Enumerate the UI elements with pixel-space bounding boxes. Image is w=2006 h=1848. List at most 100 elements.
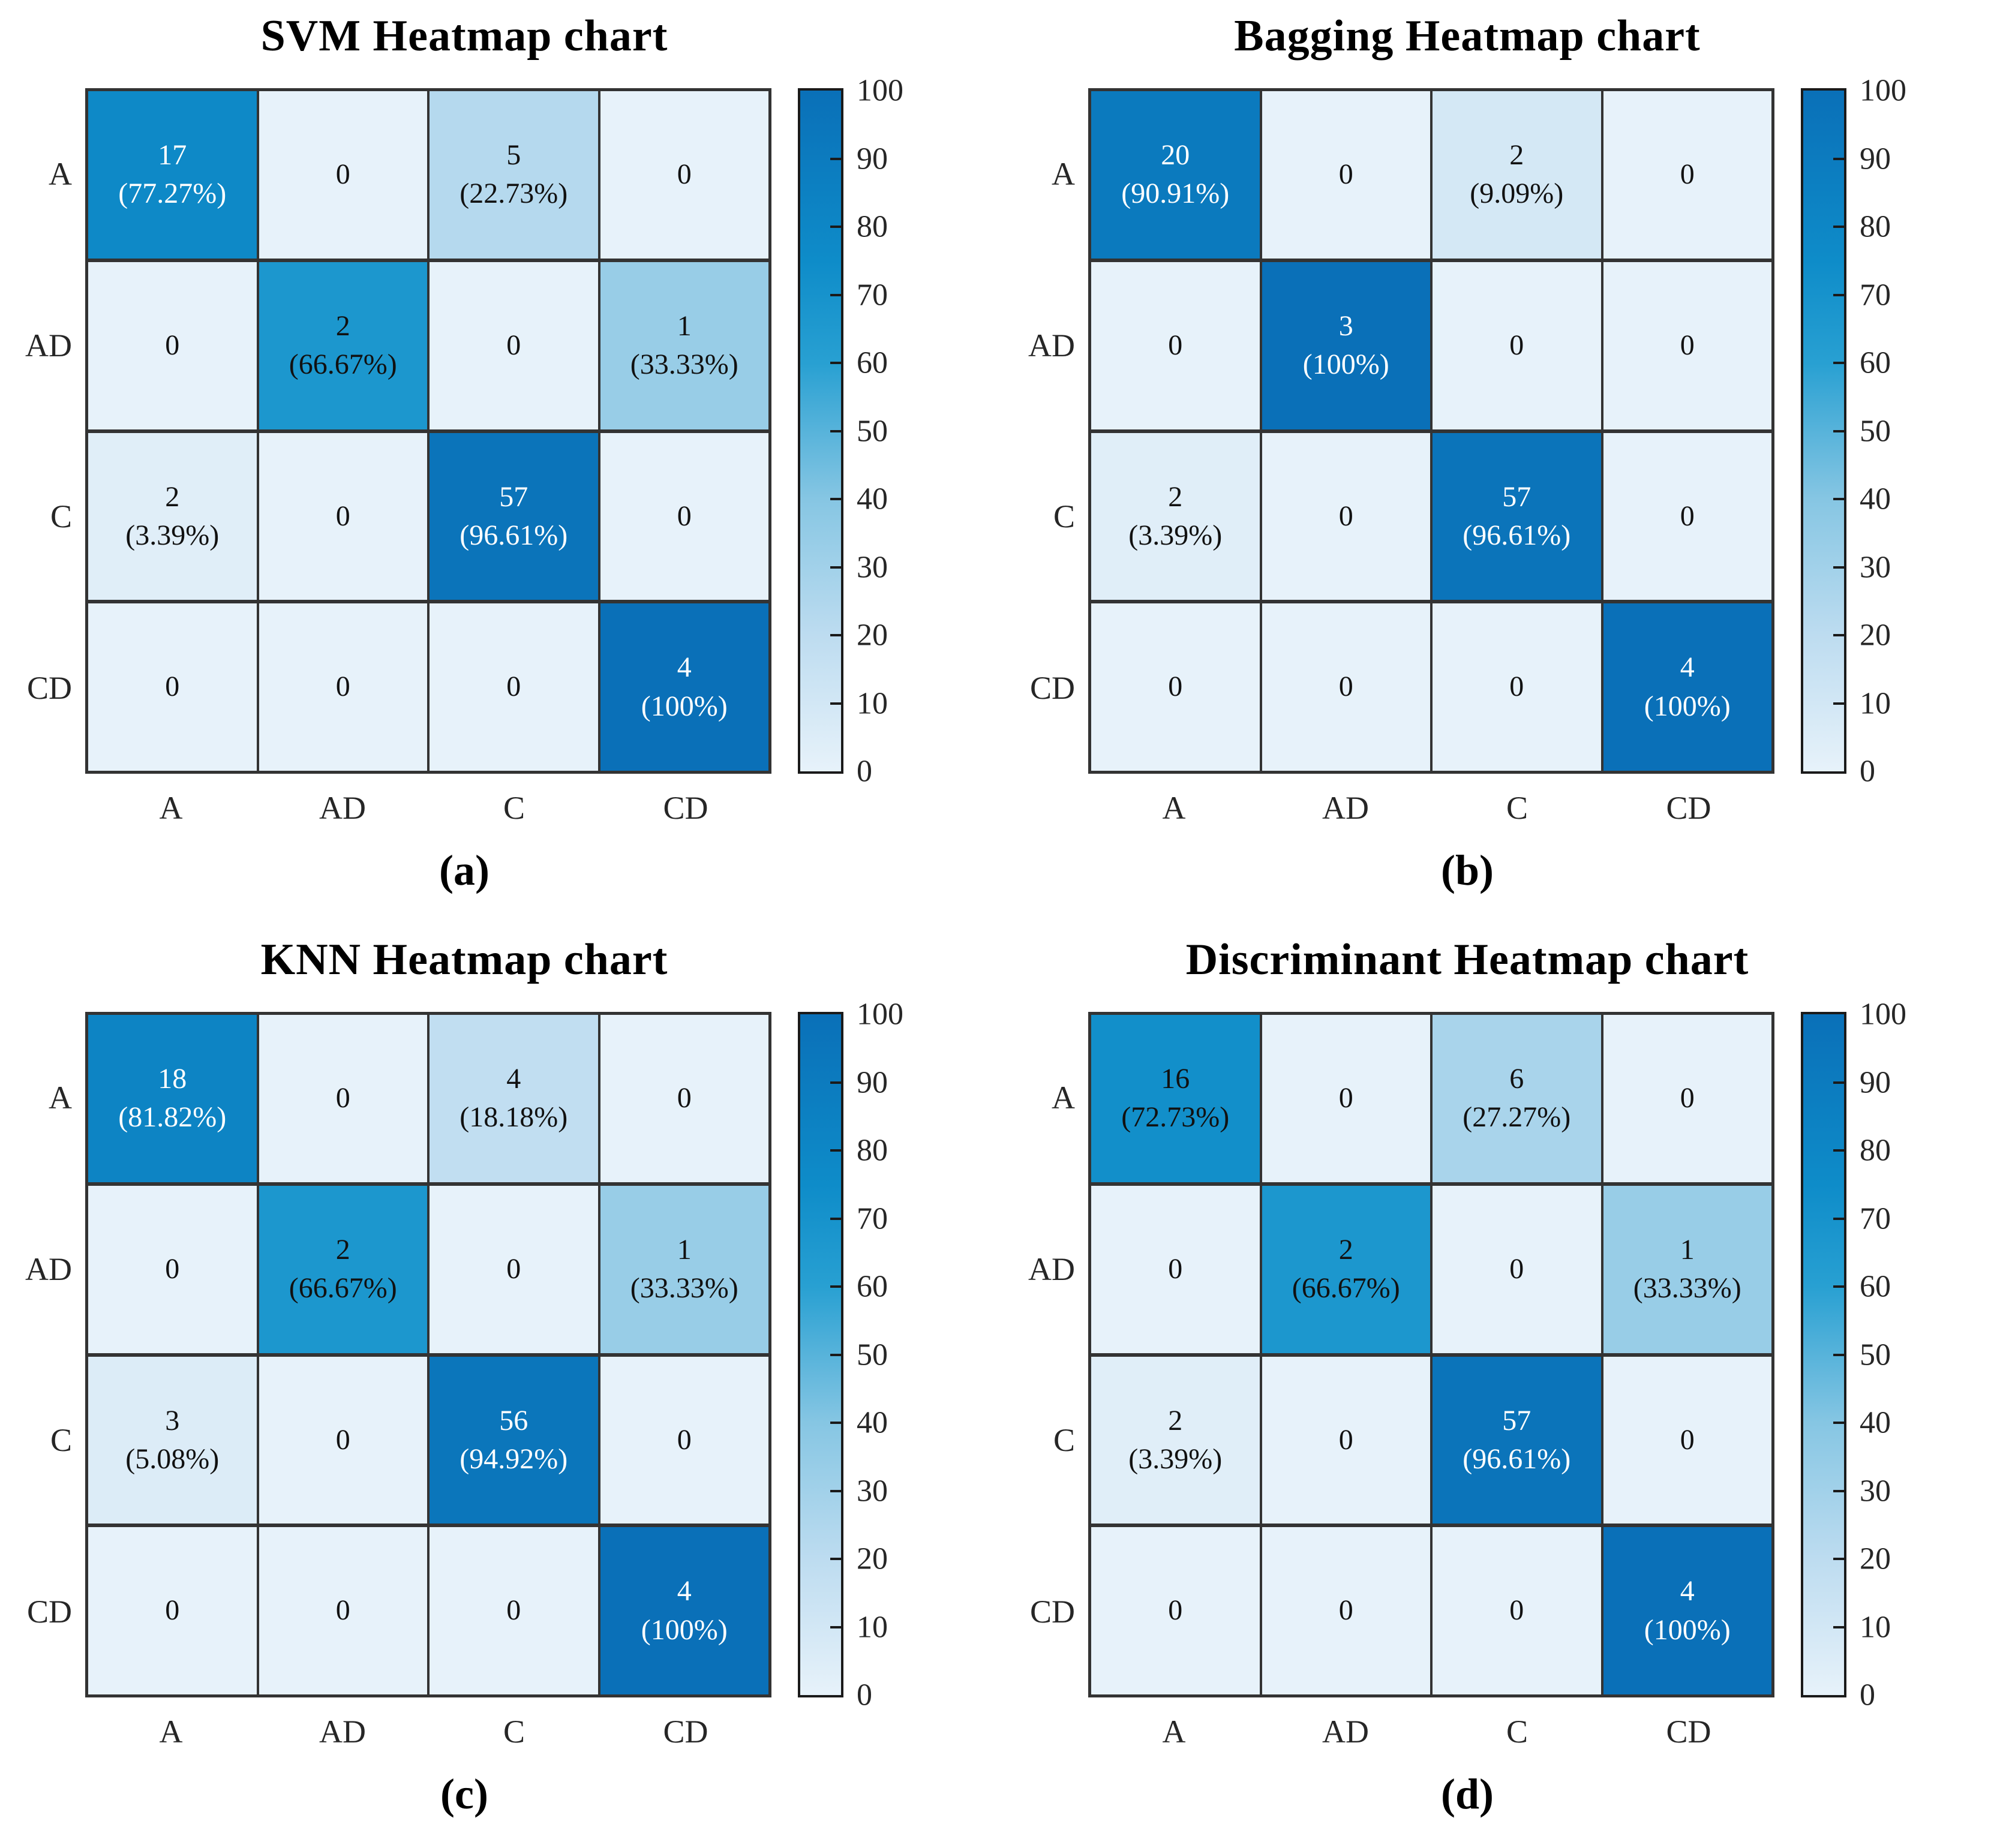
cell-percent: (3.39%) <box>1128 519 1223 551</box>
cell-count: 4 <box>1680 651 1695 684</box>
heatmap-cell: 20 (90.91%) <box>1091 91 1260 259</box>
x-axis-labels: A AD C CD <box>85 1713 771 1750</box>
cell-count: 0 <box>506 1594 521 1627</box>
cell-count: 0 <box>335 1594 350 1627</box>
heatmap-cell: 57 (96.61%) <box>430 432 598 600</box>
cell-count: 57 <box>1502 1404 1531 1437</box>
cell-percent: (66.67%) <box>289 1272 397 1305</box>
colorbar-tick-label: 0 <box>857 1678 872 1712</box>
heatmap-cell: 17 (77.27%) <box>88 91 257 259</box>
cell-percent: (66.67%) <box>1292 1272 1400 1305</box>
colorbar-tick-label: 100 <box>1860 997 1906 1032</box>
cell-percent: (96.61%) <box>460 519 568 551</box>
colorbar-tick-label: 0 <box>1860 754 1875 789</box>
chart-title: Bagging Heatmap chart <box>1234 11 1701 61</box>
cell-count: 0 <box>1509 671 1524 703</box>
cell-count: 2 <box>1168 480 1183 513</box>
colorbar-tick <box>830 634 841 636</box>
cell-count: 0 <box>335 671 350 703</box>
cell-percent: (90.91%) <box>1121 178 1230 210</box>
cell-count: 2 <box>1338 1233 1353 1266</box>
heatmap-cell: 18 (81.82%) <box>88 1015 257 1182</box>
heatmap-cell: 1 (33.33%) <box>600 1185 768 1353</box>
y-axis-label: C <box>1053 1422 1075 1459</box>
heatmap-cell: 57 (96.61%) <box>1433 1356 1601 1524</box>
cell-count: 1 <box>677 309 692 342</box>
colorbar-tick-label: 80 <box>1860 1133 1891 1168</box>
heatmap-cell: 0 <box>430 1185 598 1353</box>
colorbar-tick-label: 0 <box>1860 1678 1875 1712</box>
heatmap-cell: 0 <box>1433 603 1601 771</box>
colorbar-tick-label: 30 <box>857 1474 888 1508</box>
colorbar-tick <box>830 362 841 364</box>
cell-percent: (100%) <box>1302 348 1389 381</box>
cell-count: 4 <box>677 1575 692 1607</box>
cell-percent: (33.33%) <box>1633 1272 1741 1305</box>
heatmap-cell: 0 <box>1262 603 1430 771</box>
cell-percent: (72.73%) <box>1121 1101 1230 1134</box>
colorbar-tick <box>1833 157 1844 160</box>
heatmap-cell: 0 <box>1603 91 1771 259</box>
x-axis-labels: A AD C CD <box>85 789 771 827</box>
cell-count: 2 <box>1509 139 1524 172</box>
heatmap-cell: 2 (66.67%) <box>1262 1185 1430 1353</box>
heatmap-cell: 16 (72.73%) <box>1091 1015 1260 1182</box>
colorbar-tick <box>830 1625 841 1628</box>
cell-count: 0 <box>1680 158 1695 191</box>
heatmap-panel: SVM Heatmap chart A AD C CD 17 (77.27%) 0 5 (22… <box>0 0 1003 924</box>
x-axis-label: CD <box>663 790 708 826</box>
colorbar-tick <box>1833 1558 1844 1560</box>
colorbar-tick <box>830 1285 841 1288</box>
colorbar-tick-label: 20 <box>1860 618 1891 653</box>
colorbar-tick <box>1833 362 1844 364</box>
heatmap-cell: 0 <box>88 1527 257 1694</box>
cell-count: 0 <box>1168 1594 1183 1627</box>
cell-count: 3 <box>165 1404 180 1437</box>
cell-count: 0 <box>1509 1594 1524 1627</box>
y-axis-label: CD <box>26 1594 72 1630</box>
x-axis-label: C <box>503 790 525 826</box>
cell-count: 0 <box>165 671 180 703</box>
heatmap-cell: 2 (3.39%) <box>1091 432 1260 600</box>
colorbar-tick <box>830 498 841 500</box>
cell-count: 0 <box>1338 671 1353 703</box>
x-axis-label: C <box>1506 1714 1528 1750</box>
cell-percent: (81.82%) <box>118 1101 227 1134</box>
y-axis-label: AD <box>25 327 72 363</box>
x-axis-label: CD <box>663 1714 708 1750</box>
colorbar-tick-label: 40 <box>1860 1405 1891 1440</box>
heatmap-cell: 1 (33.33%) <box>1603 1185 1771 1353</box>
colorbar-tick <box>1833 226 1844 228</box>
colorbar-tick <box>830 1558 841 1560</box>
colorbar-tick <box>830 429 841 432</box>
colorbar-tick <box>1833 1081 1844 1084</box>
colorbar-tick-label: 90 <box>857 1065 888 1099</box>
y-axis-labels: A AD C CD <box>0 1012 72 1697</box>
cell-count: 0 <box>335 500 350 532</box>
colorbar-tick-label: 90 <box>1860 142 1891 176</box>
cell-count: 4 <box>677 651 692 684</box>
subfigure-caption: (a) <box>439 846 490 894</box>
heatmap-cell: 0 <box>1262 432 1430 600</box>
cell-count: 2 <box>1168 1404 1183 1437</box>
cell-count: 0 <box>506 1252 521 1285</box>
heatmap-cell: 0 <box>1091 1185 1260 1353</box>
heatmap-cell: 4 (18.18%) <box>430 1015 598 1182</box>
heatmap-grid: 17 (77.27%) 0 5 (22.73%) 0 0 2 (66.67%) 0 1 (33.33%… <box>85 88 771 774</box>
colorbar-tick-label: 20 <box>857 1541 888 1576</box>
colorbar-tick-label: 70 <box>857 278 888 312</box>
y-axis-label: CD <box>26 670 72 707</box>
heatmap-cell: 2 (66.67%) <box>259 262 427 429</box>
heatmap-cell: 0 <box>259 603 427 771</box>
colorbar-tick <box>830 1353 841 1356</box>
colorbar-tick-label: 20 <box>1860 1541 1891 1576</box>
x-axis-label: AD <box>319 1714 366 1750</box>
colorbar-tick-label: 80 <box>857 209 888 244</box>
heatmap-cell: 2 (3.39%) <box>1091 1356 1260 1524</box>
colorbar-tick-label: 50 <box>1860 414 1891 448</box>
cell-percent: (3.39%) <box>1128 1443 1223 1475</box>
heatmap-cell: 0 <box>88 262 257 429</box>
cell-percent: (96.61%) <box>1463 1443 1571 1475</box>
heatmap-cell: 0 <box>430 603 598 771</box>
heatmap-cell: 0 <box>1091 1527 1260 1694</box>
